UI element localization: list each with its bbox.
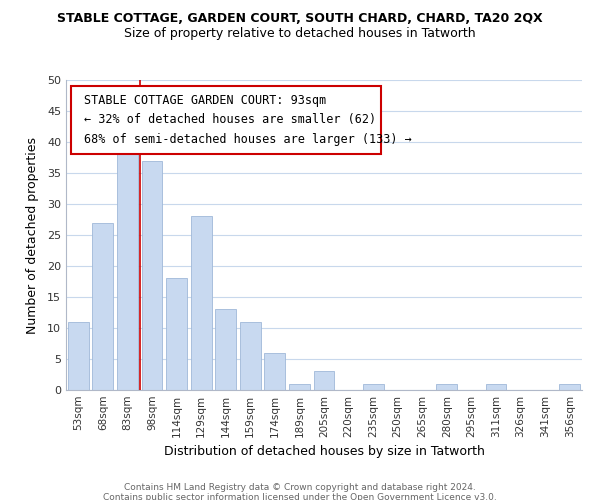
- Text: ← 32% of detached houses are smaller (62): ← 32% of detached houses are smaller (62…: [84, 114, 376, 126]
- Text: Contains public sector information licensed under the Open Government Licence v3: Contains public sector information licen…: [103, 492, 497, 500]
- Bar: [436, 384, 457, 390]
- Y-axis label: Number of detached properties: Number of detached properties: [26, 136, 38, 334]
- Bar: [559, 384, 580, 390]
- Bar: [92, 222, 113, 390]
- Bar: [314, 372, 334, 390]
- Bar: [191, 216, 212, 390]
- Text: Size of property relative to detached houses in Tatworth: Size of property relative to detached ho…: [124, 28, 476, 40]
- Bar: [362, 384, 383, 390]
- Text: STABLE COTTAGE GARDEN COURT: 93sqm: STABLE COTTAGE GARDEN COURT: 93sqm: [84, 94, 326, 107]
- Bar: [240, 322, 261, 390]
- Bar: [265, 353, 286, 390]
- Bar: [166, 278, 187, 390]
- Bar: [485, 384, 506, 390]
- Text: Contains HM Land Registry data © Crown copyright and database right 2024.: Contains HM Land Registry data © Crown c…: [124, 482, 476, 492]
- FancyBboxPatch shape: [71, 86, 381, 154]
- Text: 68% of semi-detached houses are larger (133) →: 68% of semi-detached houses are larger (…: [84, 133, 412, 146]
- Bar: [117, 154, 138, 390]
- X-axis label: Distribution of detached houses by size in Tatworth: Distribution of detached houses by size …: [164, 446, 484, 458]
- Bar: [289, 384, 310, 390]
- Bar: [215, 310, 236, 390]
- Bar: [142, 160, 163, 390]
- Bar: [68, 322, 89, 390]
- Text: STABLE COTTAGE, GARDEN COURT, SOUTH CHARD, CHARD, TA20 2QX: STABLE COTTAGE, GARDEN COURT, SOUTH CHAR…: [57, 12, 543, 26]
